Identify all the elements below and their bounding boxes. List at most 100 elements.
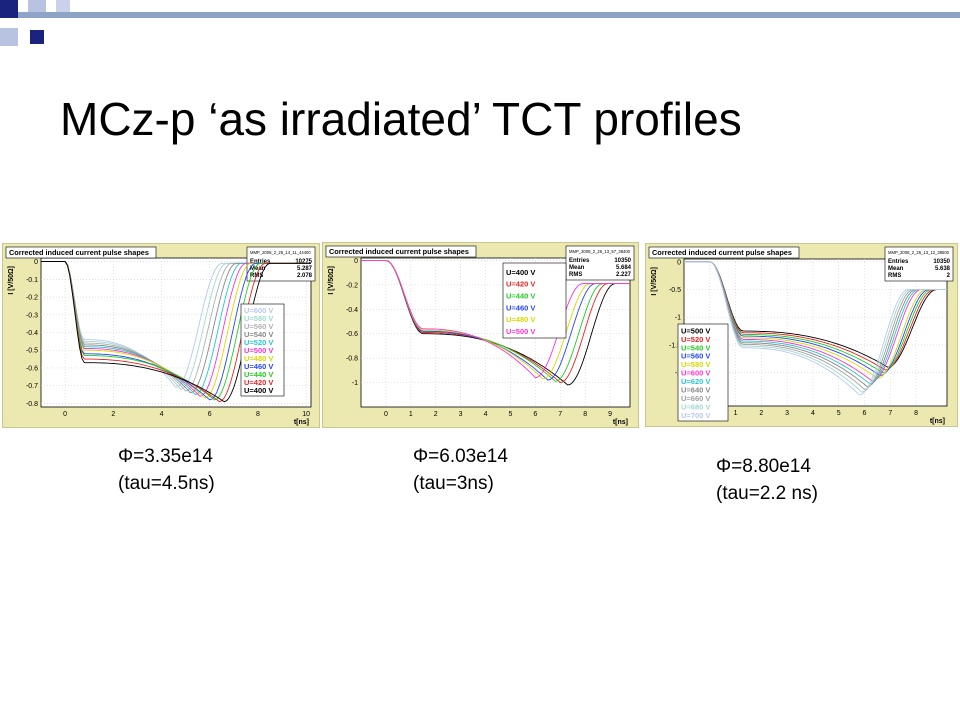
chart-title: Corrected induced current pulse shapes bbox=[652, 248, 792, 257]
chart-title: Corrected induced current pulse shapes bbox=[9, 248, 149, 257]
x-tick-label: 5 bbox=[837, 410, 841, 417]
chart-panel-1: 0 2 4 6 8 10 -0.8 -0.7 -0.6 -0.5 -0.4 -0.3 -0.2 -0.1 0… bbox=[2, 243, 320, 428]
stats-name: MMP_2008_2_26_14_11_44400 bbox=[250, 250, 311, 255]
legend-box bbox=[502, 262, 567, 339]
y-tick-label: -1.5 bbox=[669, 342, 681, 349]
legend-entry: U=560 V bbox=[244, 322, 273, 331]
fluence-label: Φ=8.80e14 bbox=[716, 456, 811, 477]
corner-square-navy bbox=[0, 0, 18, 18]
legend-entry: U=500 V bbox=[506, 327, 535, 336]
legend-entry: U=460 V bbox=[244, 362, 273, 371]
tau-label: (tau=4.5ns) bbox=[118, 473, 215, 494]
caption-2: Φ=6.03e14 (tau=3ns) bbox=[413, 443, 508, 497]
stats-value: 2 bbox=[947, 273, 951, 279]
stats-value: 10275 bbox=[295, 259, 312, 265]
caption-1: Φ=3.35e14 (tau=4.5ns) bbox=[118, 443, 215, 497]
stats-value: 10350 bbox=[614, 258, 631, 264]
stats-label: Entries bbox=[250, 259, 271, 265]
y-tick-label: -1 bbox=[675, 315, 681, 322]
legend-entry: U=480 V bbox=[506, 315, 535, 324]
stats-value: 2.227 bbox=[616, 272, 632, 278]
fluence-label: Φ=6.03e14 bbox=[413, 446, 508, 467]
stats-value: 5.684 bbox=[616, 265, 632, 271]
x-tick-label: 1 bbox=[734, 410, 738, 417]
plot-area bbox=[360, 257, 631, 408]
x-tick-label: 7 bbox=[558, 411, 562, 418]
stats-box bbox=[565, 245, 635, 281]
x-tick-label: 7 bbox=[888, 410, 892, 417]
legend-entry: U=500 V bbox=[244, 346, 273, 355]
y-axis-label: I [V/50Ω] bbox=[328, 266, 335, 295]
stats-label: Mean bbox=[250, 266, 266, 272]
tau-label: (tau=2.2 ns) bbox=[716, 483, 818, 504]
chart-phi-3.35e14: 0 2 4 6 8 10 -0.8 -0.7 -0.6 -0.5 -0.4 -0.3 -0.2 -0.1 0… bbox=[5, 246, 316, 426]
x-tick-label: 6 bbox=[533, 411, 537, 418]
x-tick-label: 2 bbox=[759, 410, 763, 417]
legend-entry: U=580 V bbox=[681, 360, 710, 369]
series-line bbox=[684, 261, 947, 396]
x-tick-label: 5 bbox=[508, 411, 512, 418]
legend-entry: U=580 V bbox=[244, 314, 273, 323]
x-tick-label: 2 bbox=[434, 411, 438, 418]
y-tick-label: -0.7 bbox=[26, 383, 38, 390]
stats-value: 5.287 bbox=[297, 266, 313, 272]
fluence-label: Φ=3.35e14 bbox=[118, 446, 213, 467]
y-tick-label: 0 bbox=[677, 259, 681, 266]
legend-entry: U=600 V bbox=[244, 306, 273, 315]
y-tick-label: -0.8 bbox=[346, 356, 358, 363]
x-tick-label: 0 bbox=[384, 411, 388, 418]
legend-box bbox=[677, 323, 729, 422]
chart-title: Corrected induced current pulse shapes bbox=[329, 247, 469, 256]
legend-entry: U=700 V bbox=[681, 411, 710, 420]
stats-value: 10350 bbox=[933, 259, 950, 265]
legend-entry: U=460 V bbox=[506, 303, 535, 312]
x-tick-label: 8 bbox=[583, 411, 587, 418]
x-tick-label: 8 bbox=[256, 411, 260, 418]
y-tick-label: -1 bbox=[352, 380, 358, 387]
stats-label: RMS bbox=[888, 273, 901, 279]
y-tick-label: 0 bbox=[354, 258, 358, 265]
x-tick-label: 6 bbox=[863, 410, 867, 417]
stats-label: Entries bbox=[569, 258, 590, 264]
caption-3: Φ=8.80e14 (tau=2.2 ns) bbox=[716, 453, 818, 507]
legend-entry: U=620 V bbox=[681, 377, 710, 386]
legend-entry: U=520 V bbox=[244, 338, 273, 347]
tau-label: (tau=3ns) bbox=[413, 473, 494, 494]
legend-entry: U=480 V bbox=[244, 354, 273, 363]
x-tick-label: 4 bbox=[811, 410, 815, 417]
x-tick-label: 4 bbox=[484, 411, 488, 418]
series-line bbox=[361, 259, 630, 379]
y-tick-label: -0.3 bbox=[26, 312, 38, 319]
y-axis-label: I [V/50Ω] bbox=[8, 266, 15, 295]
x-tick-label: 9 bbox=[608, 411, 612, 418]
series-line bbox=[41, 261, 311, 403]
stats-value: 2.078 bbox=[297, 273, 313, 279]
stats-box bbox=[884, 246, 954, 282]
chart-phi-6.03e14: 0 1 2 3 4 5 6 7 8 9 -1 -0.8 -0.6 -0.4 -0.2 0 t[ns] I [V/5… bbox=[325, 245, 635, 426]
legend-entry: U=660 V bbox=[681, 394, 710, 403]
x-tick-label: 10 bbox=[302, 411, 310, 418]
x-tick-label: 3 bbox=[459, 411, 463, 418]
corner-square-light bbox=[56, 0, 70, 14]
title-rule bbox=[18, 12, 960, 18]
stats-label: Mean bbox=[888, 266, 904, 272]
slide-title: MCz-p ‘as irradiated’ TCT profiles bbox=[60, 93, 742, 145]
x-axis-label: t[ns] bbox=[613, 419, 628, 426]
legend-entry: U=520 V bbox=[681, 335, 710, 344]
stats-label: Mean bbox=[569, 265, 585, 271]
legend-box bbox=[240, 303, 285, 397]
y-tick-label: -0.1 bbox=[26, 277, 38, 284]
legend-entry: U=420 V bbox=[506, 280, 535, 289]
y-tick-label: -0.2 bbox=[26, 295, 38, 302]
chart-title-box bbox=[325, 245, 477, 258]
legend-entry: U=500 V bbox=[681, 326, 710, 335]
legend-entry: U=440 V bbox=[244, 370, 273, 379]
stats-label: Entries bbox=[888, 259, 909, 265]
x-tick-label: 4 bbox=[160, 411, 164, 418]
x-tick-label: 6 bbox=[208, 411, 212, 418]
x-axis-label: t[ns] bbox=[294, 419, 309, 426]
y-tick-label: -0.2 bbox=[346, 282, 358, 289]
y-tick-label: -0.5 bbox=[669, 287, 681, 294]
